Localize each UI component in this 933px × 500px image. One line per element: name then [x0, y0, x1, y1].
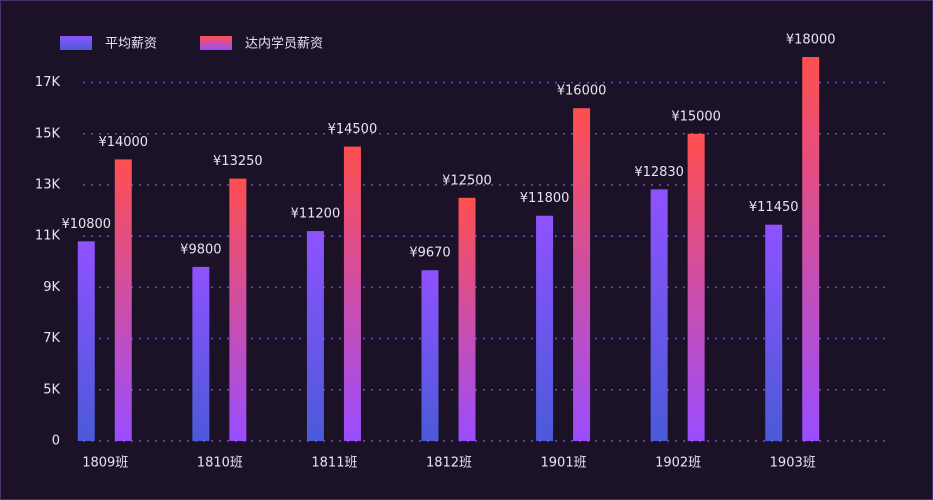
bar	[536, 215, 554, 441]
y-tick-label: 17K	[35, 75, 61, 90]
data-label: ¥9800	[180, 242, 221, 257]
data-label: ¥10800	[61, 217, 111, 232]
legend-swatch	[60, 36, 92, 50]
data-label: ¥12500	[442, 173, 492, 188]
bar	[458, 197, 476, 441]
bar	[650, 189, 668, 441]
data-label: ¥11800	[520, 191, 570, 206]
bar	[114, 159, 132, 441]
x-tick-label: 1903班	[770, 456, 816, 471]
bar	[573, 108, 591, 441]
bar	[343, 146, 361, 441]
bar	[421, 270, 439, 441]
x-tick-label: 1901班	[541, 456, 587, 471]
y-tick-label: 11K	[35, 229, 61, 244]
y-tick-label: 9K	[43, 280, 60, 295]
data-label: ¥18000	[786, 33, 836, 48]
legend-label: 达内学员薪资	[245, 36, 323, 52]
bar	[192, 266, 210, 441]
y-tick-label: 0	[52, 434, 60, 449]
y-tick-label: 15K	[35, 126, 61, 141]
bar	[802, 57, 820, 441]
bar	[229, 178, 247, 441]
y-tick-label: 13K	[35, 178, 61, 193]
data-label: ¥14500	[328, 122, 378, 137]
x-tick-label: 1812班	[426, 456, 472, 471]
x-tick-label: 1902班	[655, 456, 701, 471]
legend-label: 平均薪资	[105, 37, 157, 52]
data-label: ¥11200	[291, 207, 341, 222]
x-tick-label: 1810班	[197, 456, 243, 471]
legend-swatch	[200, 36, 232, 50]
y-tick-label: 5K	[43, 382, 60, 397]
bar	[306, 231, 324, 441]
data-label: ¥15000	[671, 109, 721, 124]
bar	[765, 224, 783, 441]
data-label: ¥11450	[749, 200, 799, 215]
data-label: ¥12830	[634, 165, 684, 180]
x-tick-label: 1811班	[311, 456, 357, 471]
x-tick-label: 1809班	[82, 456, 128, 471]
bar	[77, 241, 95, 441]
data-label: ¥16000	[557, 84, 607, 99]
bar	[687, 133, 705, 442]
data-label: ¥14000	[98, 135, 148, 150]
data-label: ¥9670	[409, 246, 450, 261]
y-tick-label: 7K	[43, 331, 60, 346]
data-label: ¥13250	[213, 154, 263, 169]
